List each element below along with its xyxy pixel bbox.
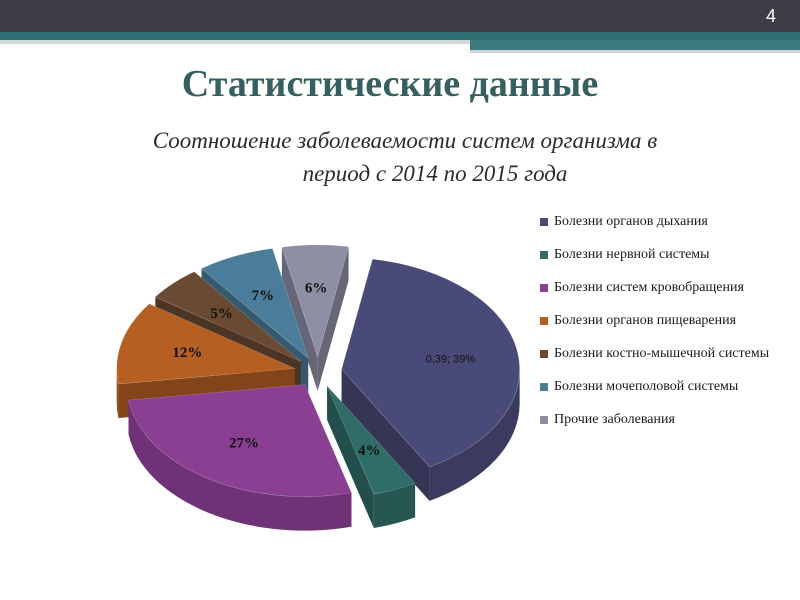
pie-slice-2 bbox=[128, 384, 352, 531]
slide-number: 4 bbox=[765, 6, 776, 26]
pie-slice-top bbox=[326, 385, 416, 495]
data-label-6: 6% bbox=[305, 280, 328, 296]
data-label-4: 5% bbox=[210, 306, 233, 322]
legend-swatch bbox=[540, 251, 548, 259]
legend-label: Болезни систем кровобращения bbox=[554, 280, 744, 295]
legend-swatch bbox=[540, 218, 548, 226]
data-label-5: 7% bbox=[252, 288, 275, 304]
header-stripe bbox=[0, 32, 800, 40]
slide-subtitle: Соотношение заболеваемости систем органи… bbox=[90, 124, 720, 190]
legend-swatch bbox=[540, 284, 548, 292]
legend-label: Болезни костно-мышечной системы bbox=[554, 346, 770, 361]
pie-slice-top bbox=[128, 384, 352, 497]
pie-slice-side bbox=[281, 247, 318, 391]
legend-swatch bbox=[540, 350, 548, 358]
pie-slice-edge bbox=[429, 369, 520, 501]
pie-slice-top bbox=[200, 248, 309, 360]
chart-legend: Болезни органов дыхания Болезни нервной с… bbox=[540, 212, 780, 443]
data-label-2: 27% bbox=[229, 436, 259, 452]
pie-slice-0 bbox=[341, 258, 520, 501]
pie-slice-side bbox=[327, 385, 374, 529]
legend-item: Прочие заболевания bbox=[540, 410, 780, 430]
legend-label: Болезни органов пищеварения bbox=[554, 313, 737, 328]
data-label-1: 4% bbox=[358, 443, 381, 459]
pie-slice-top bbox=[154, 271, 301, 362]
slide-title: Статистические данные bbox=[181, 63, 599, 105]
legend-item: Болезни органов дыхания bbox=[540, 212, 780, 232]
pie-slice-edge bbox=[128, 400, 352, 531]
subtitle-line-1: Соотношение заболеваемости систем органи… bbox=[152, 128, 658, 153]
data-label-3: 12% bbox=[172, 345, 202, 361]
pie-slice-top bbox=[281, 244, 349, 358]
legend-label: Прочие заболевания bbox=[554, 412, 675, 427]
legend-swatch bbox=[540, 383, 548, 391]
legend-item: Болезни нервной системы bbox=[540, 245, 780, 265]
legend-item: Болезни систем кровобращения bbox=[540, 278, 780, 298]
data-label-0: 0,39; 39% bbox=[426, 354, 476, 366]
header-stripe-right bbox=[470, 40, 800, 50]
legend-item: Болезни мочеполовой системы bbox=[540, 377, 780, 397]
legend-swatch bbox=[540, 317, 548, 325]
pie-slice-top bbox=[116, 303, 296, 385]
pie-slice-1 bbox=[326, 385, 416, 529]
pie-slice-edge bbox=[116, 368, 119, 419]
pie-slice-side bbox=[317, 246, 349, 391]
legend-label: Болезни органов дыхания bbox=[554, 214, 708, 229]
header-stripe-light bbox=[0, 40, 470, 44]
header-bar bbox=[0, 0, 800, 32]
legend-item: Болезни органов пищеварения bbox=[540, 311, 780, 331]
legend-label: Болезни нервной системы bbox=[554, 247, 710, 262]
pie-slice-side bbox=[341, 369, 430, 501]
legend-swatch bbox=[540, 416, 548, 424]
header-stripe-right-light bbox=[470, 50, 800, 53]
subtitle-line-2: период с 2014 по 2015 года bbox=[302, 161, 568, 186]
legend-label: Болезни мочеполовой системы bbox=[554, 379, 739, 394]
pie-slice-top bbox=[341, 258, 520, 468]
legend-item: Болезни костно-мышечной системы bbox=[540, 344, 780, 364]
pie-slice-edge bbox=[373, 483, 416, 529]
pie-slice-6 bbox=[281, 244, 349, 391]
